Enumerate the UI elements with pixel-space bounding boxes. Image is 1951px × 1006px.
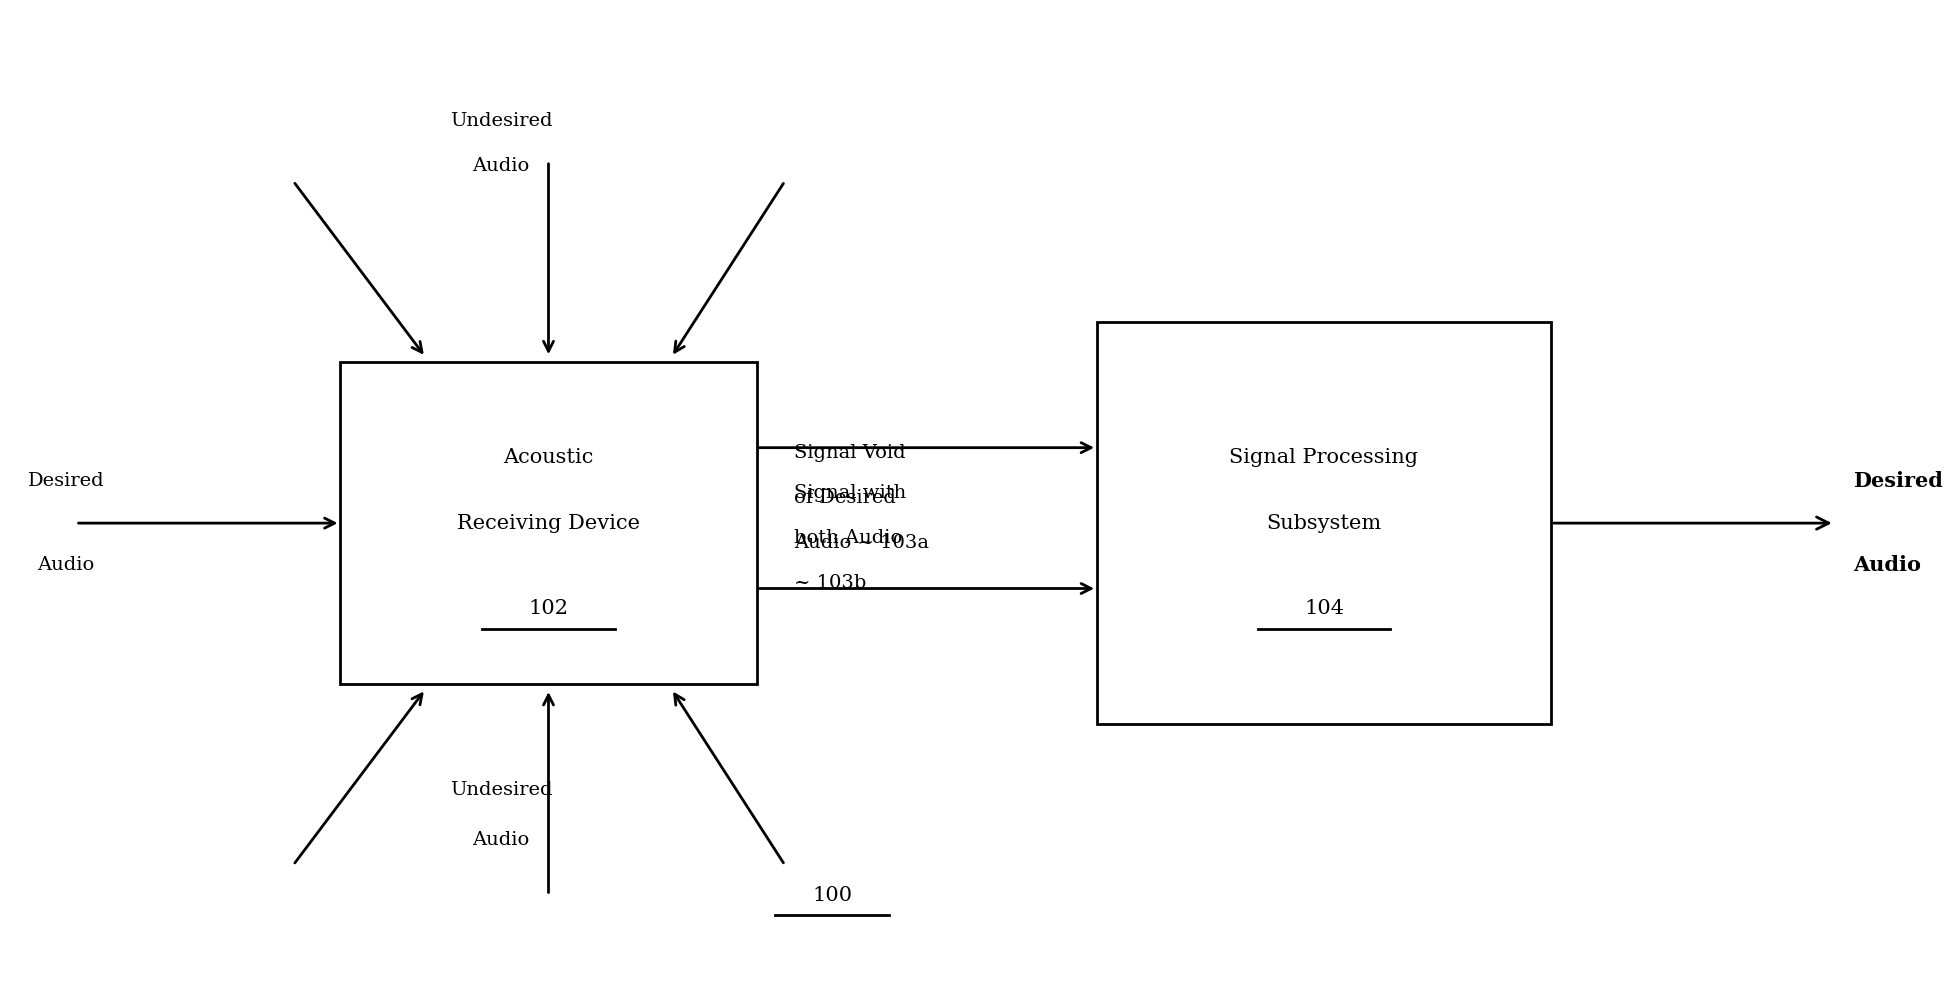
Text: Audio: Audio xyxy=(472,831,531,849)
Text: ~ 103b: ~ 103b xyxy=(794,574,866,593)
Text: Subsystem: Subsystem xyxy=(1266,514,1381,532)
Text: of Desired: of Desired xyxy=(794,489,896,507)
Text: 100: 100 xyxy=(812,886,853,904)
Text: Desired: Desired xyxy=(1853,471,1943,491)
Text: Audio: Audio xyxy=(1853,555,1922,575)
Text: Undesired: Undesired xyxy=(451,781,552,799)
Text: 104: 104 xyxy=(1303,600,1344,618)
Text: both Audio: both Audio xyxy=(794,529,903,547)
Text: Signal Processing: Signal Processing xyxy=(1229,449,1418,467)
Text: Receiving Device: Receiving Device xyxy=(457,514,640,532)
Text: Audio: Audio xyxy=(37,556,96,574)
Text: 102: 102 xyxy=(529,600,568,618)
Text: Desired: Desired xyxy=(27,472,105,490)
Text: Signal with: Signal with xyxy=(794,484,907,502)
Text: Signal Void: Signal Void xyxy=(794,444,905,462)
Bar xyxy=(1096,322,1551,724)
Text: Acoustic: Acoustic xyxy=(503,449,593,467)
Bar xyxy=(339,362,757,684)
Text: Audio: Audio xyxy=(472,157,531,175)
Text: Undesired: Undesired xyxy=(451,112,552,130)
Text: Audio ~ 103a: Audio ~ 103a xyxy=(794,534,929,552)
